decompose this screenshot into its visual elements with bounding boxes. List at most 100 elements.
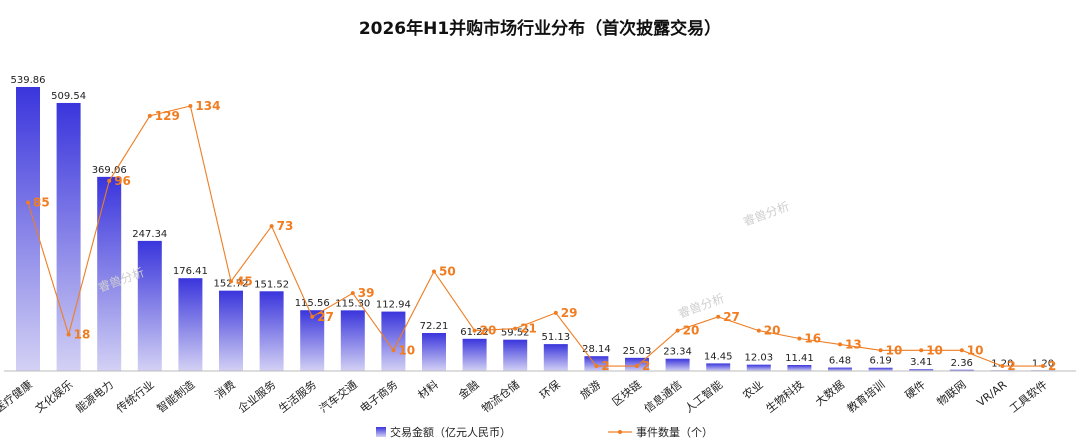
category-tick-label: 传统行业: [114, 378, 157, 415]
line-points: [26, 104, 1045, 369]
line-point: [797, 336, 802, 341]
line-point: [959, 348, 964, 353]
category-tick-label: VR/AR: [974, 378, 1009, 409]
category-tick-label: 物流仓储: [479, 377, 522, 415]
line-point: [26, 200, 30, 205]
line-point: [147, 113, 152, 118]
bar: [665, 358, 690, 371]
line-value-label: 129: [155, 109, 180, 123]
category-tick-label: 生活服务: [276, 377, 319, 415]
bar: [422, 333, 446, 371]
line-point: [878, 348, 883, 353]
line-point: [838, 342, 842, 347]
legend: 交易金额（亿元人民币） 事件数量（个）: [376, 425, 713, 439]
category-tick-label: 文化娱乐: [32, 377, 75, 415]
bar-value-label: 11.41: [785, 353, 814, 364]
category-tick-label: 生物科技: [763, 377, 806, 415]
bar-value-label: 59.52: [501, 328, 530, 339]
line-value-label: 27: [723, 310, 740, 324]
line-value-label: 18: [74, 328, 91, 342]
bar: [543, 344, 568, 371]
line-point: [716, 314, 721, 319]
category-tick-label: 企业服务: [235, 377, 278, 415]
bar: [56, 102, 81, 372]
event-count-line: [27, 105, 1043, 367]
line-value-label: 45: [236, 274, 253, 288]
category-tick-label: 人工智能: [682, 377, 725, 415]
bar: [584, 356, 609, 371]
bar: [706, 363, 731, 371]
line-point: [919, 348, 924, 353]
bar-value-label: 6.19: [869, 356, 891, 367]
category-tick-label: 金融: [455, 377, 481, 402]
legend-bar-swatch: [376, 427, 386, 437]
line-value-label: 39: [358, 286, 375, 300]
category-tick-label: 消费: [212, 377, 238, 402]
line-value-labels: 85 18 96 129 134 45 73 27 39 10 50 20 21 29 2 2 20 27 20 16…: [33, 99, 1056, 373]
bar-value-label: 51.13: [541, 332, 570, 343]
line-point: [553, 310, 558, 315]
line-point: [432, 269, 436, 274]
legend-line-marker: [618, 430, 622, 434]
category-tick-label: 智能制造: [154, 377, 197, 415]
line-value-label: 21: [520, 322, 537, 336]
line-value-label: 10: [398, 343, 415, 357]
legend-line-label: 事件数量（个）: [636, 426, 713, 439]
bar-value-label: 112.94: [376, 300, 411, 311]
bar: [909, 369, 934, 371]
category-tick-label: 教育培训: [844, 377, 887, 415]
bar-value-label: 23.34: [663, 347, 692, 358]
bar: [746, 364, 771, 371]
category-tick-label: 汽车交通: [316, 377, 359, 415]
line-value-label: 50: [439, 264, 456, 278]
bar-value-label: 176.41: [173, 266, 208, 277]
bar: [787, 364, 812, 371]
line-point: [472, 328, 477, 333]
line-value-label: 20: [480, 324, 497, 338]
line-point: [229, 279, 233, 284]
category-tick-label: 医疗健康: [0, 377, 35, 415]
bar: [178, 278, 203, 371]
line-point: [391, 348, 396, 353]
line-value-label: 85: [33, 196, 50, 210]
line-point: [594, 364, 599, 369]
bar: [340, 310, 365, 371]
category-tick-label: 工具软件: [1007, 377, 1050, 415]
bar: [381, 311, 406, 371]
bar-series: [16, 87, 1055, 372]
bar-value-label: 369.06: [92, 165, 127, 176]
bar-value-label: 115.30: [335, 298, 370, 309]
bar: [462, 338, 487, 371]
line-value-label: 27: [317, 310, 334, 324]
line-value-label: 2: [642, 359, 650, 373]
category-tick-label: 硬件: [903, 378, 928, 402]
line-value-label: 10: [886, 343, 903, 357]
category-tick-label: 农业: [740, 377, 766, 402]
category-tick-label: 旅游: [577, 377, 603, 402]
category-tick-label: 环保: [537, 377, 563, 402]
line-point: [188, 104, 193, 108]
watermark-text: 睿兽分析: [741, 198, 791, 229]
bar-value-label: 12.03: [744, 353, 773, 364]
line-point: [635, 364, 639, 369]
bar-value-label: 1.20: [1032, 358, 1054, 369]
bar-value-label: 539.86: [11, 75, 46, 86]
bar-value-label: 247.34: [132, 229, 167, 240]
bar-value-label: 115.56: [295, 298, 330, 309]
line-value-label: 2: [1048, 359, 1056, 373]
category-tick-label: 信息通信: [641, 377, 684, 415]
category-tick-label: 材料: [415, 377, 441, 402]
line-point: [1041, 364, 1045, 369]
bar-value-label: 28.14: [582, 344, 611, 355]
category-tick-label: 能源电力: [73, 377, 116, 415]
line-point: [513, 326, 518, 331]
category-tick-label: 电子商务: [357, 377, 400, 415]
line-value-label: 96: [114, 174, 131, 188]
line-point: [756, 328, 761, 333]
line-point: [675, 328, 680, 333]
line-value-label: 13: [845, 337, 862, 351]
bar-value-label: 25.03: [623, 346, 652, 357]
line-value-label: 29: [561, 306, 578, 320]
bar-value-label: 152.72: [214, 279, 249, 290]
